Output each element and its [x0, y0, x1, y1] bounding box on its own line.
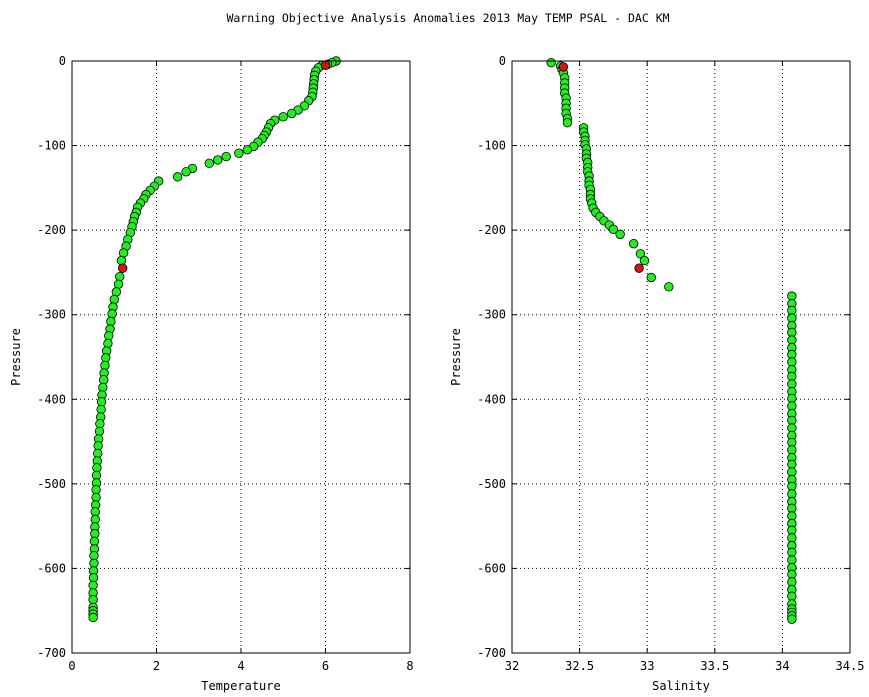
salinity-xtick-label: 32 — [505, 659, 519, 673]
temperature-data-point — [204, 158, 215, 169]
temperature-data-point — [172, 172, 183, 182]
temperature-data-point — [107, 309, 117, 319]
salinity-xtick-label: 34.5 — [836, 659, 865, 673]
temperature-flagged-point — [117, 263, 128, 273]
salinity-xtick-label: 33 — [640, 659, 654, 673]
temperature-data-point — [278, 112, 288, 122]
temperature-data-point — [116, 255, 127, 266]
salinity-ytick-label: 0 — [499, 54, 506, 68]
salinity-ytick-label: -200 — [477, 223, 506, 237]
temperature-data-point — [221, 151, 231, 162]
salinity-ytick-label: -400 — [477, 392, 506, 406]
salinity-data-point — [787, 614, 797, 624]
salinity-panel: 32 32.5 33 33.5 34 34.5 0 -100 -200 -300 -400 -500 -… — [449, 54, 864, 693]
salinity-flagged-point — [558, 62, 569, 72]
temperature-data-point — [181, 167, 191, 177]
salinity-x-axis-label: Salinity — [652, 679, 710, 693]
salinity-data-point — [639, 255, 650, 266]
temperature-data-point — [242, 145, 253, 155]
temperature-data-point — [88, 612, 98, 623]
temperature-xtick-label: 8 — [406, 659, 413, 673]
temperature-data-point — [213, 155, 223, 165]
figure-title: Warning Objective Analysis Anomalies 201… — [226, 11, 669, 25]
temperature-y-axis-label: Pressure — [9, 328, 23, 386]
temperature-ytick-label: -500 — [37, 477, 66, 491]
temperature-xtick-label: 2 — [153, 659, 160, 673]
temperature-data-point — [103, 338, 113, 349]
temperature-xtick-label: 6 — [322, 659, 329, 673]
temperature-data-point — [287, 108, 297, 119]
salinity-data-point — [562, 118, 573, 128]
temperature-x-axis-label: Temperature — [201, 679, 280, 693]
temperature-ytick-label: 0 — [59, 54, 66, 68]
temperature-ytick-label: -400 — [37, 392, 66, 406]
salinity-data-point — [546, 57, 556, 68]
temperature-ytick-label: -700 — [37, 646, 66, 660]
salinity-ytick-label: -700 — [477, 646, 506, 660]
temperature-ytick-label: -300 — [37, 308, 66, 322]
salinity-xtick-label: 34 — [775, 659, 789, 673]
temperature-xtick-label: 0 — [68, 659, 75, 673]
temperature-ytick-label: -100 — [37, 139, 66, 153]
temperature-xtick-label: 4 — [237, 659, 244, 673]
salinity-data-point — [635, 249, 646, 259]
salinity-axes-frame — [511, 60, 851, 654]
salinity-data-point — [615, 229, 625, 240]
salinity-xtick-label: 33.5 — [700, 659, 729, 673]
salinity-data-point — [608, 224, 619, 234]
temperature-ytick-label: -600 — [37, 561, 66, 575]
salinity-flagged-point — [634, 263, 644, 273]
salinity-ytick-label: -100 — [477, 139, 506, 153]
salinity-data-point — [646, 272, 656, 283]
temperature-data-point — [109, 294, 119, 305]
salinity-xtick-label: 32.5 — [565, 659, 594, 673]
temperature-panel: 0 2 4 6 8 0 -100 -200 -300 -400 -500 -600 -700 Temper… — [9, 54, 414, 693]
temperature-data-point — [234, 148, 244, 158]
temperature-data-point — [115, 271, 125, 282]
temperature-ytick-label: -200 — [37, 223, 66, 237]
salinity-y-axis-label: Pressure — [449, 328, 463, 386]
salinity-data-point — [628, 238, 639, 249]
salinity-ytick-label: -600 — [477, 561, 506, 575]
salinity-data-point — [664, 282, 674, 292]
salinity-ytick-label: -500 — [477, 477, 506, 491]
salinity-ytick-label: -300 — [477, 308, 506, 322]
